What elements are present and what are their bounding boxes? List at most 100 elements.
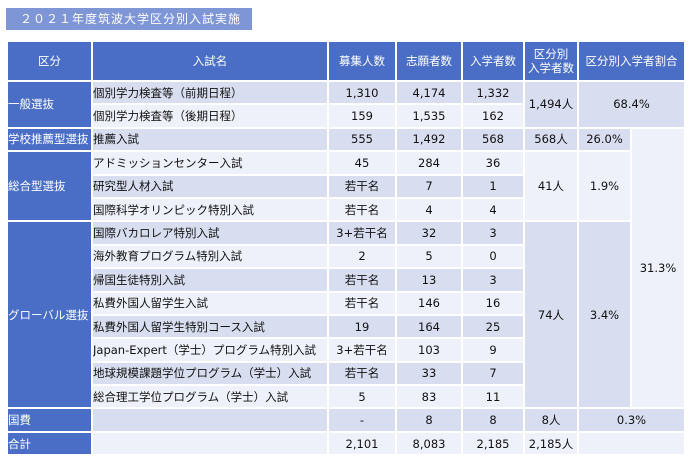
exam-name: 帰国生徒特別入試 (91, 267, 329, 293)
header-category-enrolled: 区分別 入学者数 (523, 40, 579, 82)
category-comprehensive: 総合型選抜 (6, 150, 93, 223)
applicants-cell: 7 (395, 173, 463, 199)
enrolled-cell: 11 (461, 384, 525, 410)
category-total-school: 568人 (523, 126, 579, 153)
category-total-all: 2,185人 (523, 430, 579, 457)
quota-cell: 若干名 (327, 267, 397, 293)
quota-cell: 若干名 (327, 173, 397, 199)
category-global: グローバル選抜 (6, 220, 93, 410)
table-row: 国際科学オリンピック特別入試 若干名 4 4 (7, 196, 685, 223)
applicants-cell: 103 (395, 337, 463, 363)
exam-name: アドミッションセンター入試 (91, 150, 329, 176)
table-row: Japan-Expert（学士）プログラム特別入試 3+若干名 103 9 (7, 337, 685, 363)
enrolled-cell: 7 (461, 360, 525, 387)
applicants-cell: 13 (395, 267, 463, 293)
enrolled-cell: 3 (461, 267, 525, 293)
quota-cell: 19 (327, 313, 397, 340)
header-applicants: 志願者数 (395, 40, 463, 82)
exam-name: 研究型人材入試 (91, 173, 329, 199)
exam-name: 国際科学オリンピック特別入試 (91, 196, 329, 223)
enrolled-cell: 16 (461, 290, 525, 316)
enrolled-cell: 9 (461, 337, 525, 363)
header-enrolled: 入学者数 (461, 40, 525, 82)
quota-cell: - (327, 407, 397, 433)
ratio-general: 68.4% (577, 80, 686, 129)
table-row: 総合理工学位プログラム（学士）入試 5 83 11 (7, 384, 685, 410)
quota-cell: 555 (327, 126, 397, 153)
table-row: 一般選抜 個別学力検査等（前期日程） 1,310 4,174 1,332 1,4… (6, 79, 686, 129)
table-row: 個別学力検査等（後期日程） 159 1,535 162 (7, 103, 685, 129)
header-category-enrolled-line1: 区分別 (533, 47, 569, 61)
header-category: 区分 (6, 40, 93, 82)
category-total-general: 1,494人 (523, 80, 579, 129)
enrolled-cell: 568 (461, 126, 525, 153)
admissions-table: 区分 入試名 募集人数 志願者数 入学者数 区分別 入学者数 区分別入学者割合 … (6, 40, 686, 457)
enrolled-cell: 36 (461, 150, 525, 176)
quota-cell: 若干名 (327, 196, 397, 223)
exam-name: 私費外国人留学生特別コース入試 (91, 313, 329, 340)
total-enrolled: 2,185 (461, 430, 525, 457)
category-school: 学校推薦型選抜 (6, 126, 93, 153)
table-row: 総合型選抜 アドミッションセンター入試 45 284 36 41人 1.9% (6, 150, 685, 223)
applicants-cell: 4 (395, 196, 463, 223)
exam-name: 地球規模課題学位プログラム（学士）入試 (91, 360, 329, 387)
applicants-cell: 83 (395, 384, 463, 410)
applicants-cell: 5 (395, 243, 463, 270)
total-quota: 2,101 (327, 430, 397, 457)
total-applicants: 8,083 (395, 430, 463, 457)
table-row: 学校推薦型選抜 推薦入試 555 1,492 568 568人 26.0% 31… (6, 126, 686, 410)
table-row: グローバル選抜 国際バカロレア特別入試 3+若干名 32 3 74人 3.4% (6, 220, 685, 410)
applicants-cell: 33 (395, 360, 463, 387)
ratio-empty (577, 430, 686, 457)
table-row: 合計 2,101 8,083 2,185 2,185人 (6, 430, 686, 457)
enrolled-cell: 1,332 (461, 79, 525, 106)
quota-cell: 5 (327, 384, 397, 410)
applicants-cell: 284 (395, 150, 463, 176)
table-row: 地球規模課題学位プログラム（学士）入試 若干名 33 7 (7, 360, 685, 387)
table-row: 私費外国人留学生入試 若干名 146 16 (7, 290, 685, 316)
ratio-comprehensive: 1.9% (577, 150, 632, 223)
quota-cell: 若干名 (327, 360, 397, 387)
applicants-cell: 32 (395, 220, 463, 246)
header-exam: 入試名 (91, 40, 329, 82)
exam-name-empty (91, 430, 329, 457)
header-ratio: 区分別入学者割合 (577, 40, 686, 82)
header-quota: 募集人数 (327, 40, 397, 82)
header-row: 区分 入試名 募集人数 志願者数 入学者数 区分別 入学者数 区分別入学者割合 (6, 40, 686, 82)
exam-name: 推薦入試 (91, 126, 329, 153)
enrolled-cell: 1 (461, 173, 525, 199)
exam-name: Japan-Expert（学士）プログラム特別入試 (91, 337, 329, 363)
table-row: 帰国生徒特別入試 若干名 13 3 (7, 267, 685, 293)
category-total-government: 8人 (523, 407, 579, 433)
page-title: ２０２１年度筑波大学区分別入試実施状況 (6, 8, 252, 48)
header-category-enrolled-line2: 入学者数 (528, 61, 574, 75)
exam-name (91, 407, 329, 433)
applicants-cell: 4,174 (395, 79, 463, 106)
enrolled-cell: 0 (461, 243, 525, 270)
ratio-school: 26.0% (577, 126, 632, 153)
exam-name: 個別学力検査等（前期日程） (91, 79, 329, 106)
exam-name: 個別学力検査等（後期日程） (91, 103, 329, 129)
applicants-cell: 164 (395, 313, 463, 340)
category-total-global: 74人 (523, 220, 579, 410)
enrolled-cell: 8 (461, 407, 525, 433)
enrolled-cell: 25 (461, 313, 525, 340)
exam-name: 海外教育プログラム特別入試 (91, 243, 329, 270)
exam-name: 私費外国人留学生入試 (91, 290, 329, 316)
applicants-cell: 1,535 (395, 103, 463, 129)
exam-name: 総合理工学位プログラム（学士）入試 (91, 384, 329, 410)
table-row: 私費外国人留学生特別コース入試 19 164 25 (7, 313, 685, 340)
category-total: 合計 (6, 430, 93, 457)
applicants-cell: 8 (395, 407, 463, 433)
ratio-global: 3.4% (577, 220, 632, 410)
applicants-cell: 1,492 (395, 126, 463, 153)
table-row: 海外教育プログラム特別入試 2 5 0 (7, 243, 685, 270)
enrolled-cell: 3 (461, 220, 525, 246)
exam-name: 国際バカロレア特別入試 (91, 220, 329, 246)
ratio-combined: 31.3% (630, 126, 686, 410)
quota-cell: 3+若干名 (327, 220, 397, 246)
quota-cell: 3+若干名 (327, 337, 397, 363)
quota-cell: 1,310 (327, 79, 397, 106)
table-row: 国費 - 8 8 8人 0.3% (6, 407, 686, 433)
quota-cell: 2 (327, 243, 397, 270)
